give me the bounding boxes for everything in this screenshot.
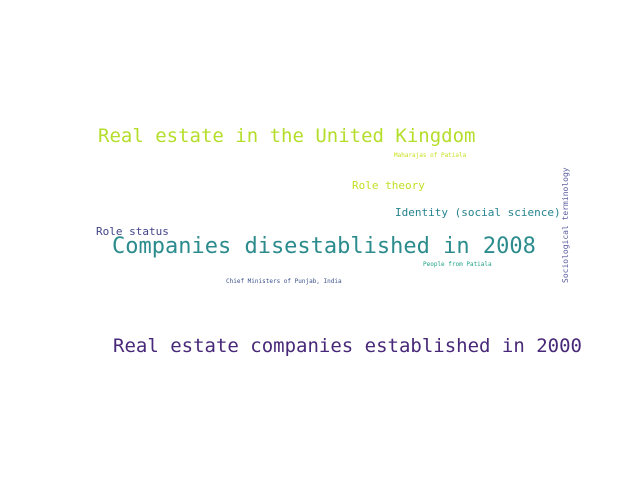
word-maharajas-of-patiala: Maharajas of Patiala xyxy=(394,152,467,159)
word-people-from-patiala: People from Patiala xyxy=(423,261,492,268)
word-identity-social-science: Identity (social science) xyxy=(395,206,561,219)
word-real-estate-companies-2000: Real estate companies established in 200… xyxy=(113,335,582,357)
word-role-theory: Role theory xyxy=(352,179,425,192)
word-sociological-terminology: Sociological terminology xyxy=(561,167,570,283)
word-companies-disestablished-2008: Companies disestablished in 2008 xyxy=(112,234,536,259)
word-chief-ministers-punjab: Chief Ministers of Punjab, India xyxy=(226,278,342,285)
word-real-estate-uk: Real estate in the United Kingdom xyxy=(98,125,476,147)
word-role-status: Role status xyxy=(96,225,169,238)
